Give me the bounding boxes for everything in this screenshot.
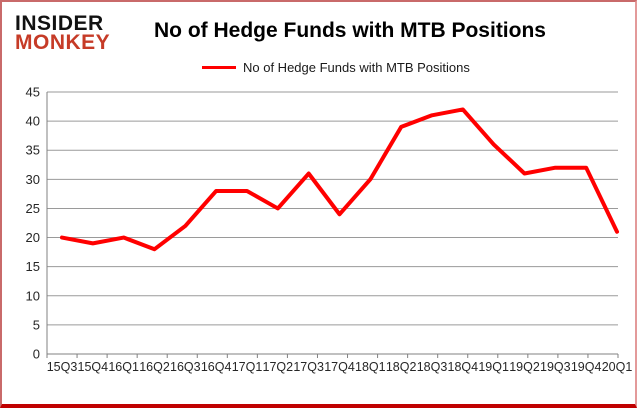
x-axis-label: 18Q1 (355, 360, 386, 374)
x-axis-label: 17Q4 (324, 360, 355, 374)
y-axis-label: 0 (33, 347, 40, 362)
y-axis-label: 30 (26, 172, 40, 187)
x-axis-label: 19Q3 (540, 360, 571, 374)
chart-title: No of Hedge Funds with MTB Positions (154, 19, 546, 42)
x-axis-label: 16Q4 (201, 360, 232, 374)
y-axis-label: 35 (26, 143, 40, 158)
y-axis-label: 5 (33, 317, 40, 332)
x-axis-label: 16Q3 (170, 360, 201, 374)
insider-monkey-logo: INSIDER MONKEY (15, 12, 111, 54)
legend: No of Hedge Funds with MTB Positions (202, 60, 470, 75)
y-axis-label: 45 (26, 85, 40, 100)
x-axis-label: 16Q1 (108, 360, 139, 374)
y-axis-label: 40 (26, 114, 40, 129)
y-axis-label: 20 (26, 230, 40, 245)
logo-monkey-text: MONKEY (15, 31, 111, 54)
y-axis-label: 15 (26, 259, 40, 274)
x-axis-label: 19Q4 (571, 360, 602, 374)
y-axis-label: 25 (26, 201, 40, 216)
x-axis-label: 19Q2 (509, 360, 540, 374)
legend-line-swatch (202, 66, 236, 69)
legend-label: No of Hedge Funds with MTB Positions (243, 60, 470, 75)
x-axis-label: 19Q1 (478, 360, 509, 374)
x-axis-label: 17Q3 (293, 360, 324, 374)
x-axis-label: 18Q3 (417, 360, 448, 374)
x-axis-label: 18Q4 (448, 360, 479, 374)
x-axis-label: 17Q2 (263, 360, 294, 374)
logo-insider-text: INSIDER (15, 12, 104, 35)
x-axis-label: 16Q2 (139, 360, 170, 374)
x-axis-label: 15Q3 (47, 360, 78, 374)
y-axis-label: 10 (26, 288, 40, 303)
x-axis-label: 18Q2 (386, 360, 417, 374)
x-axis-label: 20Q1 (602, 360, 633, 374)
series-line (60, 107, 619, 252)
x-axis-label: 15Q4 (78, 360, 109, 374)
x-axis-label: 17Q1 (232, 360, 263, 374)
